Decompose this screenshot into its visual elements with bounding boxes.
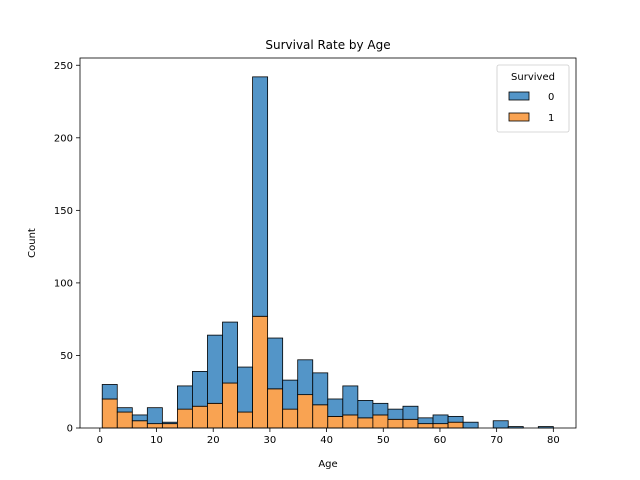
bar-survived-0 xyxy=(372,402,389,416)
bar-survived-1 xyxy=(372,414,389,429)
bar-survived-0 xyxy=(327,398,344,417)
y-tick-label: 150 xyxy=(54,206,73,217)
bar-survived-1 xyxy=(267,388,284,429)
bar-survived-0 xyxy=(297,359,314,396)
bars-layer xyxy=(101,76,554,429)
bar-survived-0 xyxy=(146,407,163,425)
x-axis-title: Age xyxy=(318,459,337,470)
y-axis-ticks: 0 50 100 150 200 250 xyxy=(54,61,80,435)
y-tick-label: 250 xyxy=(54,61,73,72)
legend: Survived 0 1 xyxy=(496,64,570,133)
bar-survived-1 xyxy=(252,315,269,429)
x-tick-label: 0 xyxy=(97,435,103,446)
x-tick-label: 60 xyxy=(434,435,447,446)
legend-swatch-0 xyxy=(508,91,530,101)
bar-survived-0 xyxy=(492,420,509,429)
bar-survived-1 xyxy=(146,423,163,429)
legend-title: Survived xyxy=(511,72,555,83)
legend-label-1: 1 xyxy=(548,113,554,124)
bar-survived-0 xyxy=(116,407,133,413)
bar-survived-0 xyxy=(267,337,284,390)
bar-survived-1 xyxy=(297,394,314,429)
x-tick-label: 10 xyxy=(150,435,163,446)
bar-survived-0 xyxy=(342,385,359,416)
bar-survived-1 xyxy=(177,408,193,429)
bar-survived-1 xyxy=(131,420,148,429)
y-tick-label: 100 xyxy=(54,278,73,289)
chart-title: Survival Rate by Age xyxy=(265,38,390,52)
bar-survived-0 xyxy=(237,366,253,413)
bar-survived-1 xyxy=(312,404,329,429)
y-tick-label: 0 xyxy=(67,424,73,435)
bar-survived-1 xyxy=(237,411,253,429)
bar-survived-1 xyxy=(282,408,299,429)
bar-survived-1 xyxy=(357,417,374,429)
x-tick-label: 80 xyxy=(547,435,560,446)
bar-survived-0 xyxy=(177,385,193,410)
bar-survived-0 xyxy=(462,421,479,429)
bar-survived-1 xyxy=(192,405,208,429)
bar-survived-0 xyxy=(207,334,223,404)
bar-survived-1 xyxy=(207,402,223,429)
bar-survived-0 xyxy=(192,371,208,407)
bar-survived-0 xyxy=(101,384,118,400)
bar-survived-0 xyxy=(387,408,404,420)
bar-survived-0 xyxy=(357,400,374,419)
bar-survived-1 xyxy=(161,423,178,429)
bar-survived-1 xyxy=(417,423,434,429)
x-axis-ticks: 0 10 20 30 40 50 60 70 80 xyxy=(97,428,560,446)
x-tick-label: 30 xyxy=(264,435,277,446)
bar-survived-0 xyxy=(282,379,299,410)
bar-survived-0 xyxy=(252,76,269,317)
legend-label-0: 0 xyxy=(548,92,554,103)
bar-survived-1 xyxy=(101,398,118,429)
bar-survived-1 xyxy=(447,421,464,429)
plot-frame xyxy=(79,57,577,429)
bar-survived-1 xyxy=(402,418,419,429)
bar-survived-1 xyxy=(387,418,404,429)
bar-survived-0 xyxy=(131,414,148,422)
x-tick-label: 50 xyxy=(377,435,390,446)
y-axis-title: Count xyxy=(27,228,38,258)
x-tick-label: 20 xyxy=(207,435,220,446)
bar-survived-0 xyxy=(402,405,419,420)
x-tick-label: 70 xyxy=(490,435,503,446)
bar-survived-0 xyxy=(312,372,329,406)
y-tick-label: 50 xyxy=(60,351,73,362)
bar-survived-0 xyxy=(417,417,434,425)
bar-survived-1 xyxy=(342,414,359,429)
bar-survived-1 xyxy=(222,382,238,429)
bar-survived-0 xyxy=(432,414,449,425)
y-tick-label: 200 xyxy=(54,133,73,144)
bar-survived-1 xyxy=(327,415,344,429)
x-tick-label: 40 xyxy=(320,435,333,446)
bar-survived-0 xyxy=(222,321,238,384)
bar-survived-1 xyxy=(432,423,449,429)
bar-survived-0 xyxy=(447,415,464,423)
bar-survived-0 xyxy=(161,421,178,425)
bar-survived-1 xyxy=(116,411,133,429)
legend-swatch-1 xyxy=(508,112,530,122)
